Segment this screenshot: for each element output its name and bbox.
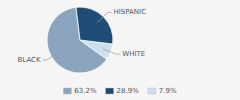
legend: 63.2% 28.9% 7.9% [63, 87, 177, 95]
legend-label: 28.9% [117, 87, 140, 95]
leader-line [43, 53, 59, 60]
leader-line [103, 49, 120, 54]
leader-line [98, 12, 112, 22]
legend-swatch [106, 88, 114, 94]
slice-label: BLACK [18, 56, 41, 64]
legend-label: 63.2% [74, 87, 97, 95]
slice-label: WHITE [122, 50, 145, 58]
legend-swatch [148, 88, 156, 94]
slice-labels: BLACK WHITE HISPANIC [18, 8, 147, 63]
chart: BLACK WHITE HISPANIC 63.2% 28.9% 7.9% [0, 0, 240, 100]
slice-label: HISPANIC [114, 8, 147, 16]
legend-label: 7.9% [159, 87, 177, 95]
pie-slice [76, 7, 113, 44]
background [0, 0, 240, 100]
slices [47, 7, 113, 73]
legend-swatch [63, 88, 71, 94]
